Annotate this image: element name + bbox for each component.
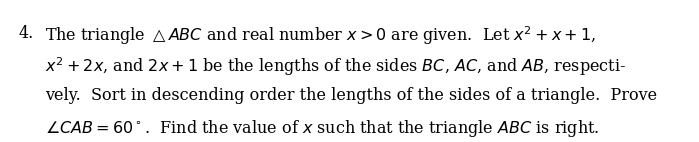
Text: The triangle $\triangle ABC$ and real number $x > 0$ are given.  Let $x^2 + x + : The triangle $\triangle ABC$ and real nu… (45, 25, 596, 47)
Text: $x^2 + 2x$, and $2x+1$ be the lengths of the sides $BC$, $AC$, and $AB$, respect: $x^2 + 2x$, and $2x+1$ be the lengths of… (45, 56, 626, 78)
Text: vely.  Sort in descending order the lengths of the sides of a triangle.  Prove: vely. Sort in descending order the lengt… (45, 87, 657, 104)
Text: 4.: 4. (19, 25, 34, 42)
Text: $\angle CAB = 60^\circ$.  Find the value of $x$ such that the triangle $ABC$ is : $\angle CAB = 60^\circ$. Find the value … (45, 118, 600, 139)
